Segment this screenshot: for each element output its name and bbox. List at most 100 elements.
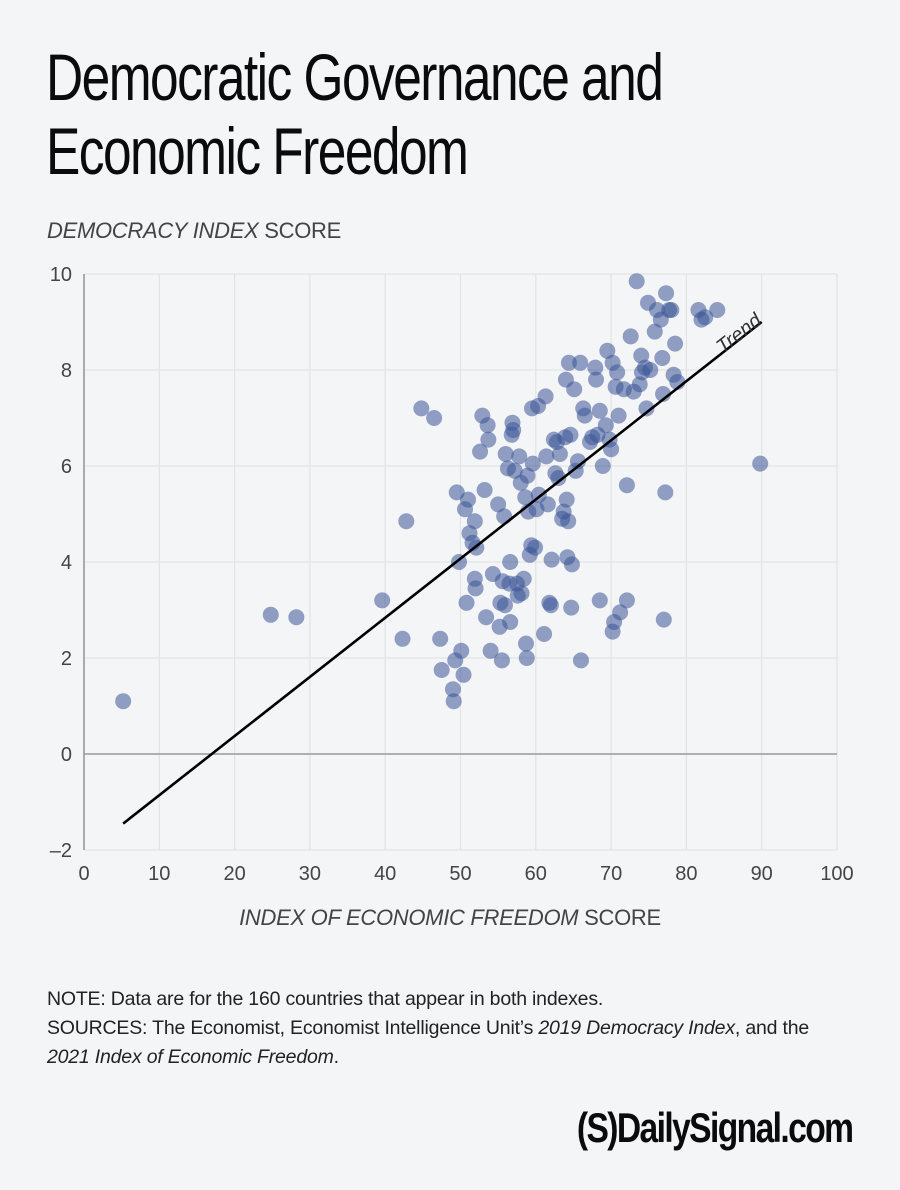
x-tick-label: 40 <box>374 863 396 885</box>
data-point <box>496 597 513 614</box>
data-point <box>482 642 499 659</box>
x-tick-label: 100 <box>820 863 853 885</box>
data-point <box>467 580 484 597</box>
data-point <box>513 585 530 602</box>
data-point <box>458 594 475 611</box>
data-point <box>638 400 655 417</box>
chart-title: Democratic Governance and Economic Freed… <box>46 40 686 188</box>
tick-labels: 0 10 20 30 40 50 60 70 80 90 100 –2 0 2 4 6 8 10 <box>50 264 854 885</box>
sources-line: SOURCES: The Economist, Economist Intell… <box>47 1014 847 1072</box>
x-tick-label: 50 <box>449 863 471 885</box>
data-point <box>563 556 580 573</box>
y-tick-label: 0 <box>61 744 72 766</box>
data-point <box>527 539 544 556</box>
data-point <box>633 347 650 364</box>
data-point <box>496 508 513 525</box>
sources-prefix: SOURCES: The Economist, Economist Intell… <box>47 1017 539 1039</box>
data-point <box>655 611 672 628</box>
data-point <box>479 417 496 434</box>
data-point <box>472 443 489 460</box>
data-point <box>566 381 583 398</box>
data-point <box>603 441 620 458</box>
x-tick-label: 30 <box>299 863 321 885</box>
y-axis-label-suffix: SCORE <box>258 218 342 243</box>
data-point <box>262 606 279 623</box>
data-point <box>646 323 663 340</box>
data-point <box>697 309 714 326</box>
x-tick-label: 0 <box>78 863 89 885</box>
data-point <box>505 422 522 438</box>
x-tick-label: 70 <box>600 863 622 885</box>
data-point <box>413 400 430 417</box>
data-point <box>433 662 450 678</box>
data-point <box>115 693 132 710</box>
data-point <box>502 554 519 570</box>
data-points <box>115 273 769 710</box>
data-point <box>610 407 627 424</box>
data-point <box>657 484 674 501</box>
data-point <box>642 362 659 378</box>
sources-title-2: 2021 Index of Economic Freedom <box>47 1046 334 1068</box>
data-point <box>591 592 608 609</box>
y-tick-label: 4 <box>61 552 72 574</box>
x-tick-label: 80 <box>675 863 697 885</box>
y-tick-label: 6 <box>61 456 72 478</box>
data-point <box>518 650 535 666</box>
data-point <box>622 328 639 345</box>
data-point <box>562 426 579 443</box>
data-point <box>519 467 536 484</box>
data-point <box>536 626 553 642</box>
data-point <box>374 592 391 609</box>
chart-title-line-1: Democratic Governance and <box>46 40 664 114</box>
data-point <box>542 597 559 614</box>
data-point <box>480 431 497 448</box>
trend-line <box>122 320 763 825</box>
x-axis-label-italic: INDEX OF ECONOMIC FREEDOM <box>239 905 579 930</box>
data-point <box>432 630 449 647</box>
y-tick-label: 2 <box>61 648 72 670</box>
data-point <box>563 599 580 616</box>
data-point <box>591 402 608 419</box>
data-point <box>631 376 648 393</box>
trend-line-group: Trend <box>122 309 767 825</box>
data-point <box>599 342 616 359</box>
note-line: NOTE: Data are for the 160 countries tha… <box>47 988 604 1010</box>
x-tick-label: 60 <box>525 863 547 885</box>
data-point <box>658 285 675 302</box>
data-point <box>455 666 472 683</box>
x-axis-label: INDEX OF ECONOMIC FREEDOM SCORE <box>0 905 900 931</box>
data-point <box>445 693 462 710</box>
scatter-chart: 0 10 20 30 40 50 60 70 80 90 100 –2 0 2 4 6 8 10 Trend <box>50 264 854 885</box>
data-point <box>560 513 577 530</box>
y-axis-label-italic: DEMOCRACY INDEX <box>47 218 259 243</box>
x-tick-label: 10 <box>148 863 170 885</box>
data-point <box>426 410 443 426</box>
data-point <box>609 364 626 381</box>
data-point <box>539 496 556 513</box>
sources-end: . <box>333 1046 339 1068</box>
x-axis-label-suffix: SCORE <box>578 905 661 930</box>
data-point <box>511 448 528 465</box>
data-point <box>618 592 635 609</box>
data-point <box>478 609 495 626</box>
footnote: NOTE: Data are for the 160 countries tha… <box>47 985 847 1072</box>
data-point <box>588 371 605 388</box>
data-point <box>466 513 483 530</box>
sources-mid: , and the <box>734 1017 809 1039</box>
data-point <box>560 354 577 371</box>
data-point <box>550 470 567 486</box>
data-point <box>587 359 604 376</box>
data-point <box>537 388 554 405</box>
data-point <box>654 350 671 366</box>
y-tick-label: –2 <box>50 840 72 862</box>
data-point <box>493 652 510 669</box>
axes <box>83 274 837 850</box>
sources-title-1: 2019 Democracy Index <box>538 1017 735 1039</box>
data-point <box>543 551 560 568</box>
y-tick-label: 8 <box>61 360 72 382</box>
y-tick-label: 10 <box>50 264 72 286</box>
chart-title-line-2: Economic Freedom <box>46 114 469 188</box>
data-point <box>502 614 519 630</box>
data-point <box>524 455 541 472</box>
data-point <box>515 570 532 587</box>
